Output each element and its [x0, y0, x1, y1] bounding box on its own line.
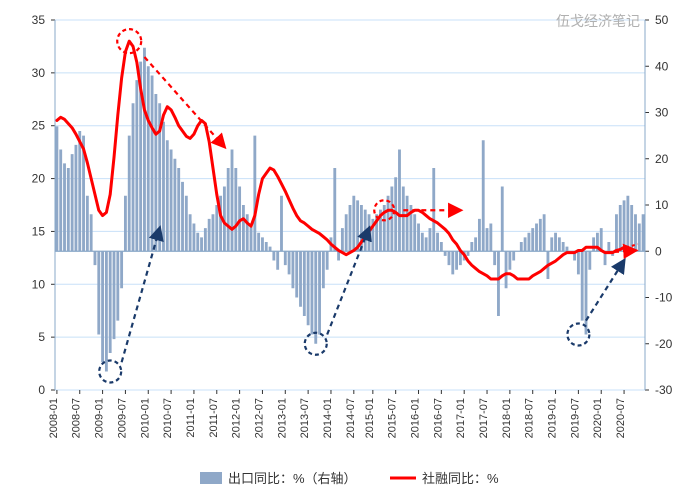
y-left-label: 20 — [32, 172, 46, 186]
x-label: 2017-01 — [455, 398, 467, 438]
x-label: 2011-07 — [208, 398, 220, 438]
x-label: 2014-07 — [345, 398, 357, 438]
x-label: 2010-01 — [139, 398, 151, 438]
watermark: 伍戈经济笔记 — [556, 13, 640, 29]
x-label: 2015-01 — [364, 398, 376, 438]
x-label: 2012-01 — [231, 398, 243, 438]
legend-line-label: 社融同比：% — [422, 471, 499, 486]
y-left-label: 35 — [32, 13, 46, 27]
x-label: 2009-07 — [116, 398, 128, 438]
x-label: 2020-07 — [615, 398, 627, 438]
x-label: 2019-07 — [569, 398, 581, 438]
x-label: 2012-07 — [253, 398, 265, 438]
x-label: 2019-01 — [547, 398, 559, 438]
x-label: 2011-01 — [185, 398, 197, 438]
x-label: 2013-07 — [299, 398, 311, 438]
chart-container: 伍戈经济笔记 0 5 10 15 20 25 30 35 -30 -20 -10 0 10 20 30 40 50… — [0, 0, 700, 500]
legend-bar-swatch — [200, 472, 222, 484]
y-left-label: 10 — [32, 277, 46, 291]
y-left-label: 0 — [38, 383, 45, 397]
y-left-label: 15 — [32, 224, 46, 238]
x-label: 2017-07 — [478, 398, 490, 438]
x-label: 2010-07 — [162, 398, 174, 438]
y-left-label: 25 — [32, 119, 46, 133]
x-label: 2014-01 — [322, 398, 334, 438]
y-right-label: 20 — [655, 152, 669, 166]
y-right-label: 40 — [655, 59, 669, 73]
x-label: 2015-07 — [387, 398, 399, 438]
y-right-label: 0 — [655, 244, 662, 258]
x-label: 2009-01 — [94, 398, 106, 438]
chart-svg: 伍戈经济笔记 0 5 10 15 20 25 30 35 -30 -20 -10 0 10 20 30 40 50… — [0, 0, 700, 500]
x-label: 2016-01 — [410, 398, 422, 438]
x-label: 2018-07 — [524, 398, 536, 438]
y-right-label: 30 — [655, 106, 669, 120]
y-right-label: 10 — [655, 198, 669, 212]
x-label: 2016-07 — [432, 398, 444, 438]
x-label: 2013-01 — [276, 398, 288, 438]
legend-bar-label: 出口同比：%（右轴） — [228, 471, 357, 486]
y-left-label: 5 — [38, 330, 45, 344]
y-right-label: -10 — [655, 291, 673, 305]
x-label: 2018-01 — [501, 398, 513, 438]
x-label: 2008-07 — [71, 398, 83, 438]
x-label: 2008-01 — [48, 398, 60, 438]
y-right-label: -20 — [655, 337, 673, 351]
y-left-label: 30 — [32, 66, 46, 80]
x-label: 2020-01 — [592, 398, 604, 438]
y-right-label: 50 — [655, 13, 669, 27]
y-right-label: -30 — [655, 383, 673, 397]
